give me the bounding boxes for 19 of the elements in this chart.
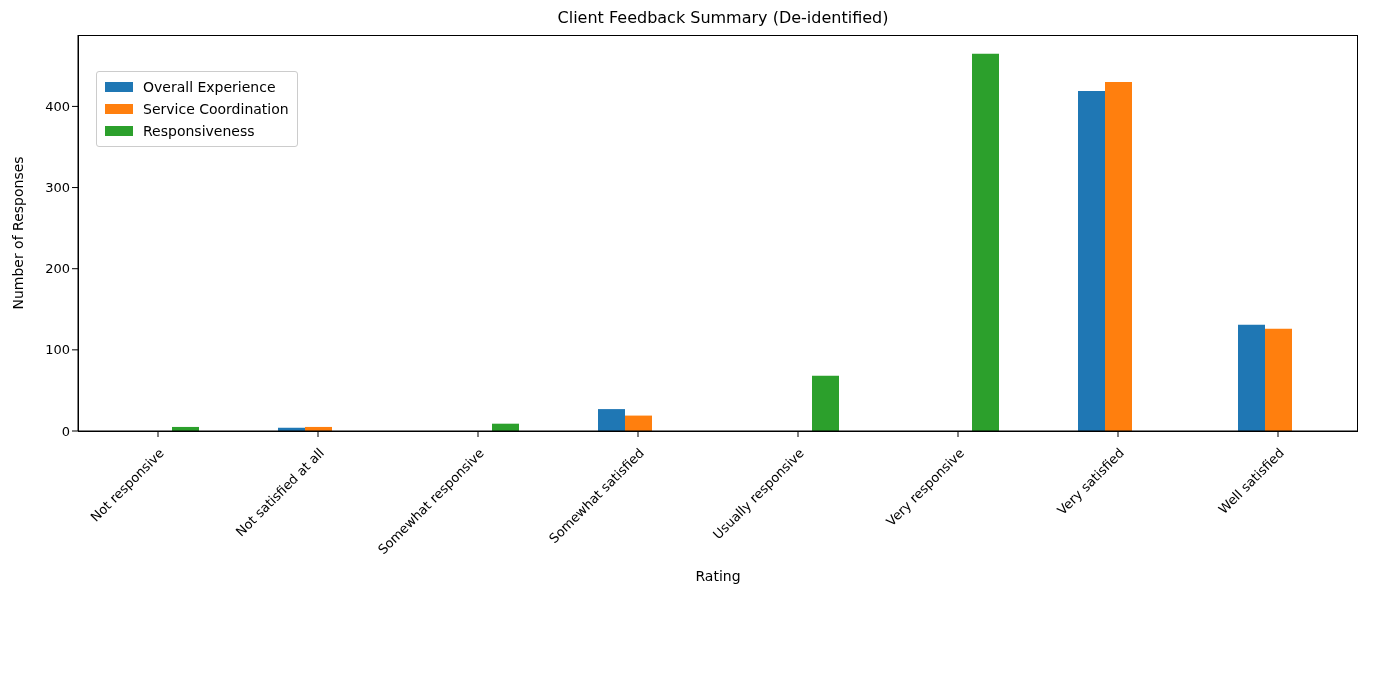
y-tick-label: 400 [45,99,70,115]
y-tick-label: 200 [45,261,70,277]
bar [1105,82,1132,431]
bar [1238,324,1265,431]
y-axis-title: Number of Responses [9,156,26,310]
y-tick-label: 300 [45,180,70,196]
bar [812,375,839,431]
x-axis-title: Rating [695,568,741,584]
legend-label: Responsiveness [143,123,255,139]
bar [1265,328,1292,431]
bar [625,415,652,431]
legend-label: Service Coordination [143,101,289,117]
legend-label: Overall Experience [143,79,276,95]
bar [598,409,625,431]
y-tick-label: 100 [45,342,70,358]
chart-title: Client Feedback Summary (De-identified) [556,8,890,27]
bar [972,53,999,431]
bar [1078,90,1105,431]
y-tick-label: 0 [61,423,70,439]
